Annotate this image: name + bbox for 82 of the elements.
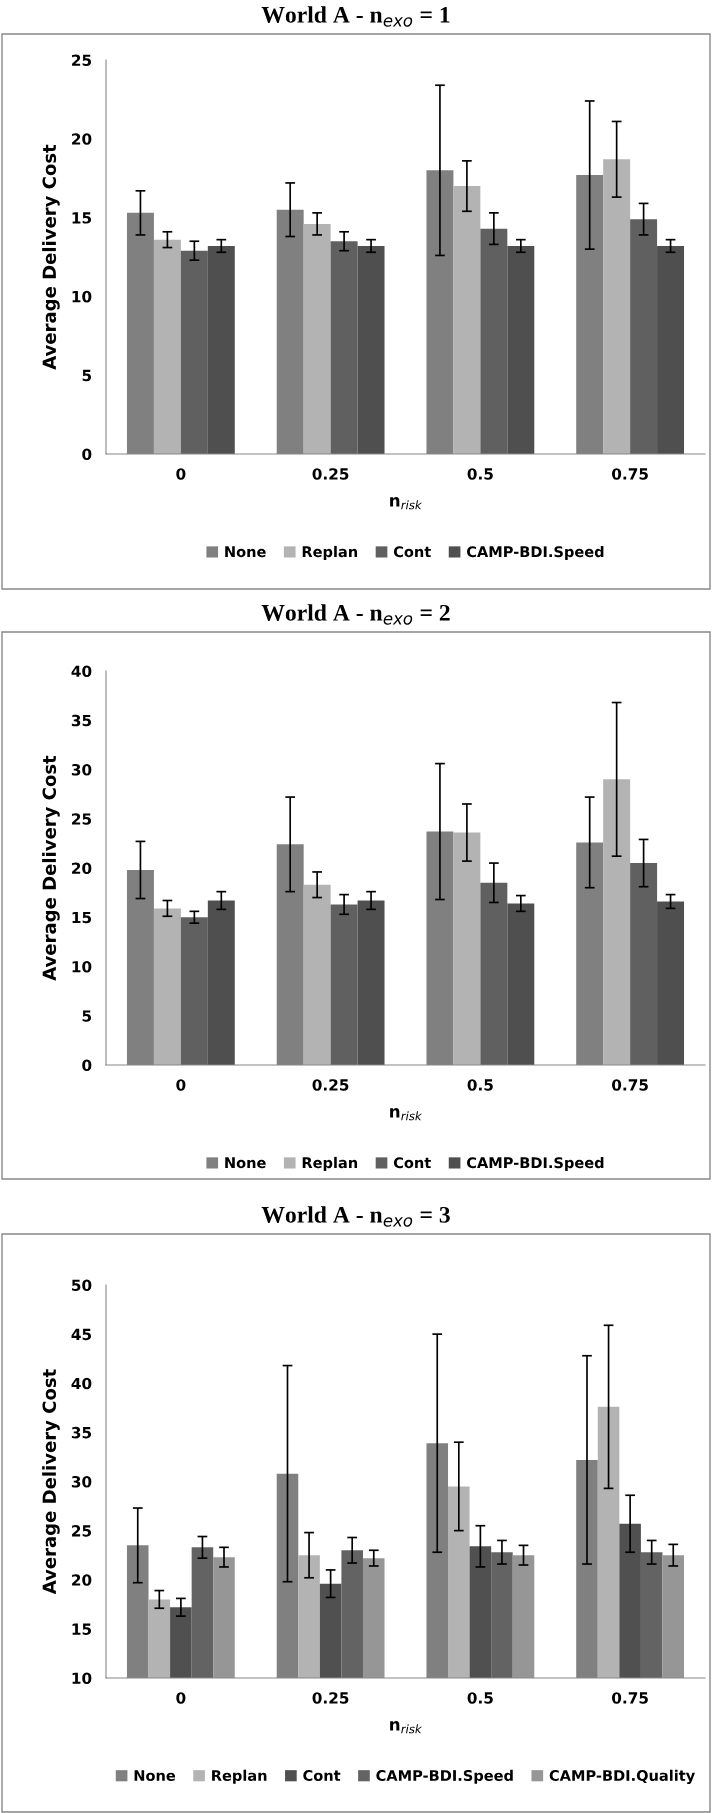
y-tick-label: 40: [71, 665, 92, 678]
y-tick-label: 25: [72, 54, 92, 67]
bar: [357, 900, 385, 1065]
x-tick-label: 0: [176, 1692, 186, 1704]
legend-label: None: [134, 1770, 176, 1782]
legend-label: CAMP-BDI.Speed: [466, 545, 604, 561]
x-tick-label: 0.25: [312, 468, 349, 480]
bar: [153, 908, 181, 1065]
legend-label: None: [225, 1157, 266, 1169]
bar: [330, 241, 358, 454]
chart-title: World A - n$_{exo}$ = 2: [261, 604, 450, 625]
bar: [153, 239, 181, 454]
legend-label: Replan: [302, 1156, 358, 1172]
y-tick-label: 25: [72, 813, 92, 825]
y-tick-label: 0: [82, 448, 92, 461]
y-tick-label: 40: [71, 1377, 92, 1390]
x-axis-title: n$_{risk}$: [390, 1108, 423, 1121]
bar: [180, 917, 208, 1065]
legend-label: Replan: [212, 1769, 267, 1784]
y-tick-label: 10: [72, 290, 92, 303]
y-tick-label: 10: [72, 960, 92, 973]
y-axis-title: Average Delivery Cost: [42, 144, 60, 370]
legend-label: Replan: [302, 545, 358, 561]
legend-label: CAMP-BDI.Speed: [376, 1769, 513, 1784]
bar: [207, 245, 235, 454]
bar: [603, 159, 631, 454]
legend-label: Cont: [303, 1769, 341, 1782]
y-tick-label: 15: [72, 911, 92, 924]
y-tick-label: 25: [72, 1525, 92, 1537]
y-tick-label: 20: [72, 133, 92, 145]
x-tick-label: 0.25: [312, 1079, 349, 1091]
bar: [657, 901, 685, 1065]
bar: [657, 245, 685, 454]
y-tick-label: 35: [71, 1426, 92, 1439]
x-tick-label: 0.5: [467, 1692, 493, 1704]
bar: [480, 882, 508, 1065]
x-tick-label: 0: [176, 1079, 186, 1091]
x-tick-label: 0.75: [612, 1692, 648, 1704]
bar: [453, 832, 481, 1065]
bar: [453, 186, 481, 454]
bar: [507, 245, 535, 454]
bar: [303, 223, 331, 454]
x-tick-label: 0.75: [612, 468, 648, 480]
y-tick-label: 45: [71, 1328, 92, 1341]
chart-title: World A - n$_{exo}$ = 1: [261, 6, 450, 27]
y-tick-label: 20: [72, 862, 92, 875]
x-tick-label: 0.5: [467, 468, 493, 480]
bar: [180, 250, 208, 454]
y-tick-label: 30: [71, 1475, 92, 1488]
y-tick-label: 50: [72, 1279, 92, 1292]
legend-label: Cont: [393, 1157, 431, 1169]
y-tick-label: 15: [72, 212, 92, 224]
y-tick-label: 10: [72, 1672, 92, 1685]
bar: [303, 884, 331, 1065]
y-tick-label: 35: [71, 714, 92, 727]
bar: [480, 228, 508, 454]
bar: [507, 903, 535, 1065]
bar: [330, 904, 358, 1065]
y-tick-label: 15: [72, 1623, 92, 1635]
y-tick-label: 0: [82, 1059, 92, 1072]
y-tick-label: 30: [71, 763, 92, 776]
x-tick-label: 0: [176, 468, 186, 480]
bar: [207, 900, 235, 1065]
y-axis-title: Average Delivery Cost: [42, 1369, 60, 1595]
y-tick-label: 5: [82, 1010, 92, 1022]
y-axis-title: Average Delivery Cost: [42, 755, 60, 981]
bar: [630, 863, 658, 1065]
x-tick-label: 0.5: [467, 1079, 493, 1091]
legend-label: None: [225, 546, 266, 558]
legend-label: Cont: [393, 546, 431, 558]
legend-label: CAMP-BDI.Quality: [549, 1769, 695, 1784]
x-tick-label: 0.75: [612, 1079, 648, 1091]
chart-title: World A - n$_{exo}$ = 3: [261, 1206, 450, 1227]
bar: [357, 245, 385, 454]
x-axis-title: n$_{risk}$: [390, 497, 423, 510]
y-tick-label: 5: [82, 369, 92, 382]
y-tick-label: 20: [72, 1574, 92, 1586]
x-tick-label: 0.25: [312, 1692, 349, 1704]
x-axis-title: n$_{risk}$: [390, 1721, 423, 1734]
bar: [630, 219, 658, 454]
bar: [603, 779, 631, 1065]
legend-label: CAMP-BDI.Speed: [466, 1156, 604, 1172]
